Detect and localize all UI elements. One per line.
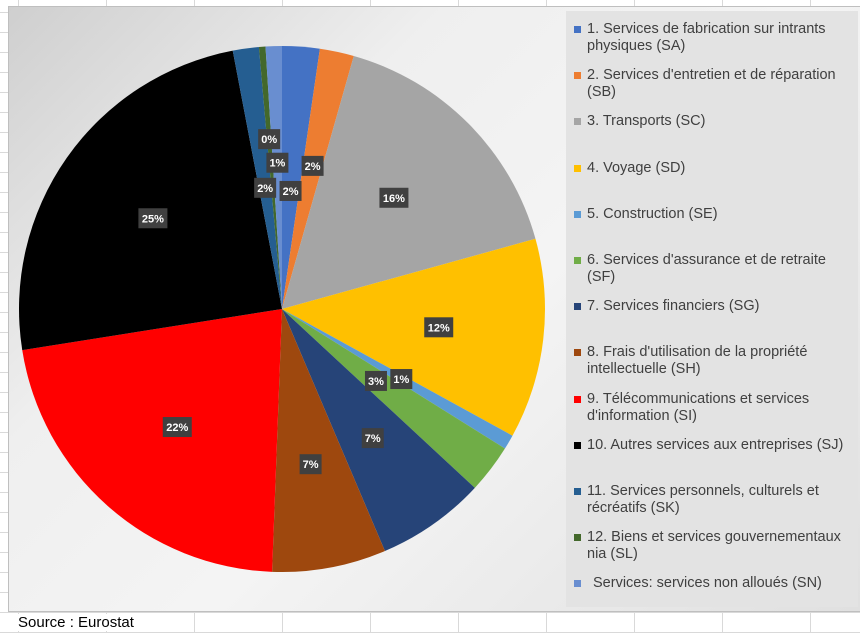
legend-swatch [574,257,581,264]
pie-slice-8[interactable] [272,309,385,572]
legend-swatch [574,118,581,126]
legend-label: 12. Biens et services gouvernementaux ni… [587,529,841,563]
legend-item-2[interactable]: 2. Services d'entretien et de réparation… [574,67,854,101]
data-label-10: 25% [138,208,168,229]
legend-swatch [574,303,581,311]
legend-swatch [574,488,581,495]
legend-label: 4. Voyage (SD) [587,159,686,176]
pie-slice-4[interactable] [282,238,546,436]
legend-label: Services: services non alloués (SN) [593,575,822,592]
legend-label: 9. Télécommunications et services d'info… [587,390,810,424]
legend-swatch [574,72,581,80]
legend-label: 2. Services d'entretien et de réparation… [587,67,836,101]
svg-text:1%: 1% [393,374,409,386]
legend-swatch [574,164,581,172]
data-label-9: 22% [162,417,192,438]
legend-label: 6. Services d'assurance et de retraite (… [587,252,826,285]
data-label-2: 2% [301,155,324,176]
legend-swatch [574,26,581,33]
source-note: Source : Eurostat [18,614,138,631]
svg-text:7%: 7% [303,459,319,471]
pie-slice-10[interactable] [18,50,282,351]
data-label-6: 3% [364,370,387,391]
pie-slice-3[interactable] [282,55,536,309]
legend-item-13[interactable]: Services: services non alloués (SN) [574,575,854,592]
data-label-12: 0% [258,129,281,150]
legend[interactable]: 1. Services de fabrication sur intrants … [566,11,858,607]
svg-text:0%: 0% [261,134,277,146]
legend-label: 8. Frais d'utilisation de la propriété i… [587,344,808,378]
svg-text:7%: 7% [365,433,381,445]
legend-label: 3. Transports (SC) [587,113,706,130]
pie-slice-13[interactable] [265,46,282,309]
data-label-5: 1% [390,369,413,390]
legend-item-4[interactable]: 4. Voyage (SD) [574,160,854,177]
legend-swatch [574,349,581,357]
legend-label: 7. Services financiers (SG) [587,298,760,315]
data-label-7: 7% [361,428,384,449]
legend-item-10[interactable]: 10. Autres services aux entreprises (SJ) [574,437,854,454]
pie-chart: 25% 22% 16% 12% 7% 7% 3% 2% 2% 2% 1% 1% 0% [18,46,546,572]
svg-text:25%: 25% [142,213,164,225]
data-label-4: 12% [424,317,454,338]
legend-item-7[interactable]: 7. Services financiers (SG) [574,298,854,315]
svg-text:2%: 2% [305,161,321,173]
pie-slice-2[interactable] [282,48,354,309]
legend-label: 5. Construction (SE) [587,205,718,222]
pie-slice-1[interactable] [282,46,320,309]
legend-item-5[interactable]: 5. Construction (SE) [574,206,854,223]
data-label-13: 1% [266,152,289,173]
legend-item-3[interactable]: 3. Transports (SC) [574,113,854,130]
svg-text:2%: 2% [283,186,299,198]
pie-slice-12[interactable] [258,46,282,309]
pie-slice-6[interactable] [282,309,505,488]
svg-text:16%: 16% [383,193,405,205]
data-label-3: 16% [379,187,409,208]
legend-item-1[interactable]: 1. Services de fabrication sur intrants … [574,21,854,55]
svg-text:2%: 2% [257,183,273,195]
legend-swatch [574,210,581,218]
legend-swatch [574,580,581,588]
pie-slice-9[interactable] [22,309,282,572]
legend-swatch [574,441,581,449]
data-label-8: 7% [299,454,322,475]
legend-swatch [574,395,581,403]
svg-text:12%: 12% [428,322,450,334]
data-label-1: 2% [279,180,302,201]
legend-item-12[interactable]: 12. Biens et services gouvernementaux ni… [574,529,854,563]
legend-item-11[interactable]: 11. Services personnels, culturels et ré… [574,483,854,517]
legend-label: 10. Autres services aux entreprises (SJ) [587,436,844,453]
legend-label: 1. Services de fabrication sur intrants … [587,21,826,54]
chart-area[interactable]: 25% 22% 16% 12% 7% 7% 3% 2% 2% 2% 1% 1% 0% 1. Servic… [8,6,860,612]
svg-text:1%: 1% [269,158,285,170]
legend-swatch [574,534,581,542]
legend-item-6[interactable]: 6. Services d'assurance et de retraite (… [574,252,854,286]
legend-item-9[interactable]: 9. Télécommunications et services d'info… [574,391,854,425]
svg-text:22%: 22% [166,422,188,434]
data-label-11: 2% [254,177,277,198]
legend-item-8[interactable]: 8. Frais d'utilisation de la propriété i… [574,344,854,378]
svg-text:3%: 3% [368,376,384,388]
legend-label: 11. Services personnels, culturels et ré… [587,483,819,516]
